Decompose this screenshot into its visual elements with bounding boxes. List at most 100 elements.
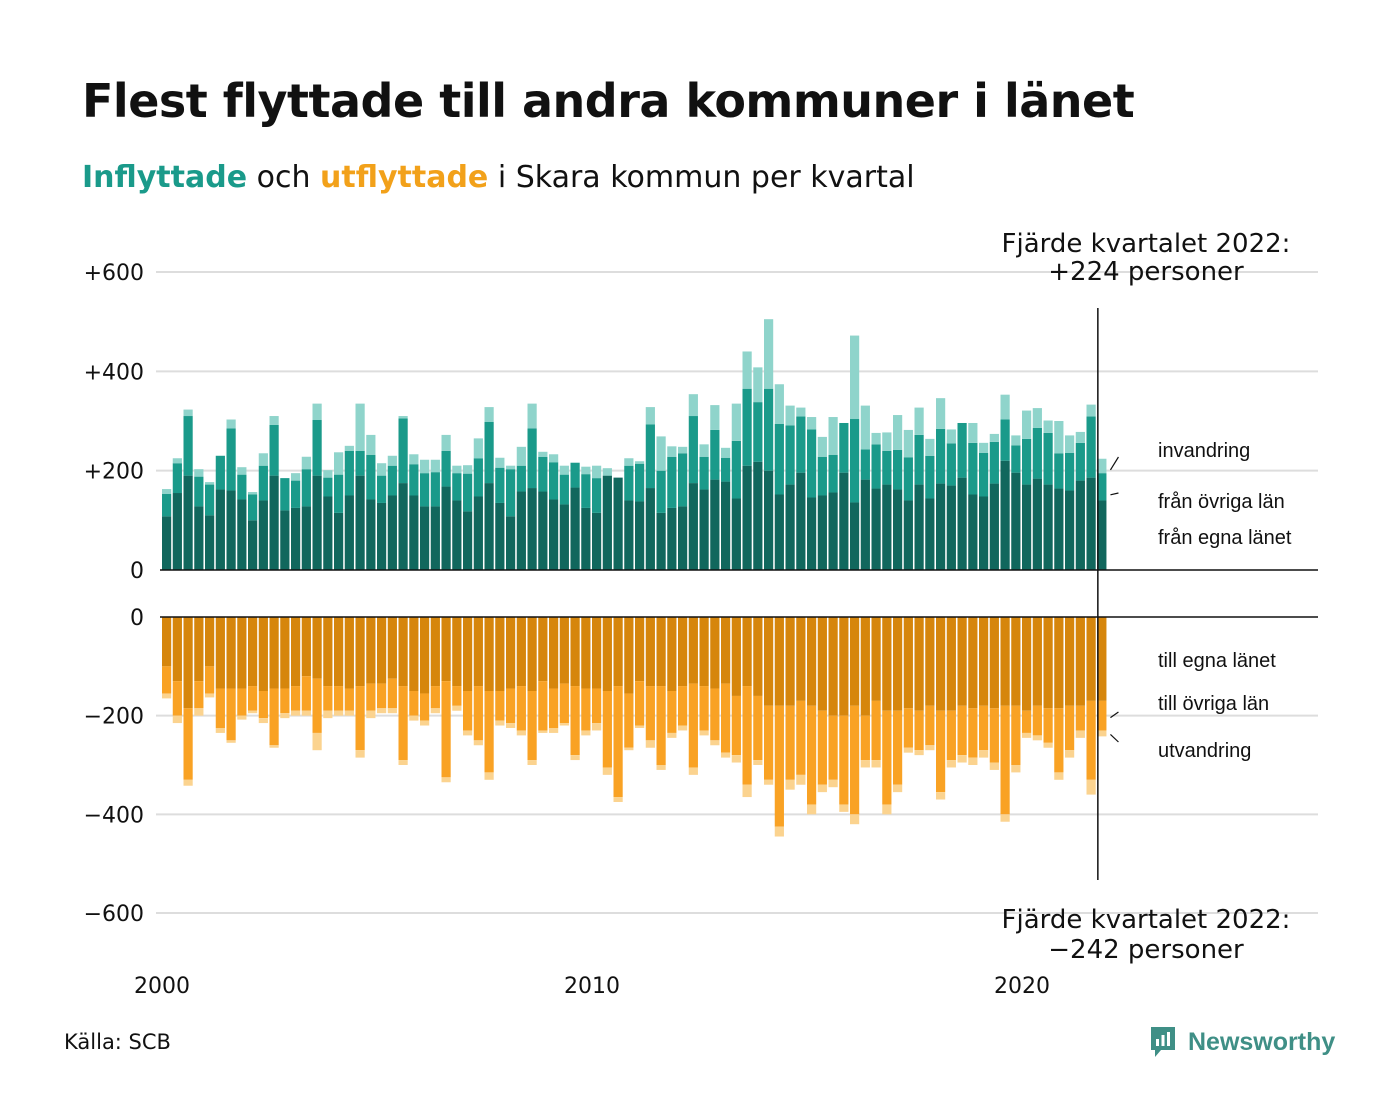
bar-utflyttade-s1-q78 bbox=[1000, 705, 1010, 815]
bar-utflyttade-s2-q85 bbox=[1075, 730, 1085, 738]
bar-utflyttade-s1-q43 bbox=[624, 693, 634, 748]
bar-utflyttade-s1-q37 bbox=[559, 683, 569, 724]
bar-inflyttade-s1-q9 bbox=[258, 465, 268, 501]
bar-utflyttade-s0-q46 bbox=[656, 617, 666, 687]
bar-utflyttade-s2-q26 bbox=[441, 777, 451, 783]
bar-utflyttade-s2-q7 bbox=[237, 715, 247, 720]
bar-utflyttade-s1-q86 bbox=[1086, 700, 1096, 780]
bar-inflyttade-s0-q76 bbox=[979, 496, 989, 570]
bar-inflyttade-s1-q19 bbox=[366, 454, 376, 500]
bar-inflyttade-s2-q43 bbox=[624, 458, 634, 466]
bar-utflyttade-s0-q11 bbox=[280, 617, 290, 689]
bar-utflyttade-s2-q37 bbox=[559, 723, 569, 726]
bar-utflyttade-s0-q41 bbox=[602, 617, 612, 691]
subtitle-rest: i Skara kommun per kvartal bbox=[497, 160, 915, 195]
bar-inflyttade-s0-q46 bbox=[656, 512, 666, 570]
bar-utflyttade-s1-q59 bbox=[796, 700, 806, 775]
bar-utflyttade-s2-q24 bbox=[420, 720, 430, 726]
bar-utflyttade-s2-q40 bbox=[592, 723, 602, 731]
bar-inflyttade-s2-q70 bbox=[914, 407, 924, 435]
bar-inflyttade-s0-q47 bbox=[667, 507, 677, 570]
bar-inflyttade-s1-q23 bbox=[409, 464, 419, 496]
bar-utflyttade-s2-q44 bbox=[635, 725, 645, 728]
bar-utflyttade-s0-q81 bbox=[1032, 617, 1042, 706]
bar-utflyttade-s2-q31 bbox=[495, 720, 505, 726]
bar-inflyttade-s1-q53 bbox=[731, 440, 741, 499]
bar-utflyttade-s2-q76 bbox=[979, 750, 989, 758]
bar-utflyttade-s0-q56 bbox=[764, 617, 774, 706]
bar-utflyttade-s0-q10 bbox=[269, 617, 279, 689]
bar-utflyttade-s0-q12 bbox=[291, 617, 301, 687]
bar-inflyttade-s1-q66 bbox=[871, 444, 881, 489]
bar-inflyttade-s1-q71 bbox=[925, 455, 935, 499]
bar-utflyttade-s2-q14 bbox=[312, 732, 322, 751]
bar-inflyttade-s1-q79 bbox=[1011, 445, 1021, 473]
bar-utflyttade-s1-q52 bbox=[721, 683, 731, 753]
bar-utflyttade-s1-q17 bbox=[344, 688, 354, 711]
bar-utflyttade-s0-q32 bbox=[506, 617, 516, 689]
bar-utflyttade-s1-q42 bbox=[613, 686, 623, 798]
bar-inflyttade-s2-q77 bbox=[989, 433, 999, 442]
bar-inflyttade-s2-q73 bbox=[946, 429, 956, 444]
bar-inflyttade-s0-q69 bbox=[903, 500, 913, 570]
bar-inflyttade-s0-q50 bbox=[699, 489, 709, 570]
bar-utflyttade-s1-q32 bbox=[506, 688, 516, 724]
bar-utflyttade-s2-q55 bbox=[753, 760, 763, 765]
bar-utflyttade-s1-q29 bbox=[473, 686, 483, 741]
bar-utflyttade-s0-q54 bbox=[742, 617, 752, 687]
bar-utflyttade-s0-q40 bbox=[592, 617, 602, 689]
bar-utflyttade-s2-q57 bbox=[774, 826, 784, 837]
bar-utflyttade-s2-q50 bbox=[699, 730, 709, 736]
bar-inflyttade-s2-q80 bbox=[1022, 410, 1032, 439]
bar-utflyttade-s1-q75 bbox=[968, 708, 978, 758]
bar-utflyttade-s0-q85 bbox=[1075, 617, 1085, 706]
series-label-fran-ovriga-lan: från övriga län bbox=[1158, 491, 1285, 513]
bar-inflyttade-s1-q48 bbox=[678, 453, 688, 507]
bar-utflyttade-s1-q84 bbox=[1065, 705, 1075, 751]
bar-utflyttade-s1-q79 bbox=[1011, 705, 1021, 765]
bar-inflyttade-s2-q69 bbox=[903, 429, 913, 458]
bar-inflyttade-s2-q44 bbox=[635, 461, 645, 464]
bar-inflyttade-s0-q60 bbox=[807, 497, 817, 570]
bar-utflyttade-s1-q54 bbox=[742, 686, 752, 785]
bar-inflyttade-s0-q66 bbox=[871, 488, 881, 570]
bar-utflyttade-s2-q81 bbox=[1032, 735, 1042, 741]
bar-utflyttade-s0-q66 bbox=[871, 617, 881, 701]
bar-utflyttade-s1-q56 bbox=[764, 705, 774, 780]
bar-utflyttade-s2-q46 bbox=[656, 765, 666, 770]
bar-inflyttade-s0-q26 bbox=[441, 486, 451, 570]
labels: 0 +200 +400 +600 0 −200 −400 −600 2000 2010 2020 Fj… bbox=[84, 229, 1292, 999]
bar-inflyttade-s0-q52 bbox=[721, 481, 731, 570]
bar-inflyttade-s0-q48 bbox=[678, 506, 688, 570]
bar-utflyttade-s1-q7 bbox=[237, 688, 247, 716]
bar-inflyttade-s0-q80 bbox=[1022, 484, 1032, 570]
bar-inflyttade-s2-q34 bbox=[527, 403, 537, 429]
bar-inflyttade-s0-q11 bbox=[280, 510, 290, 570]
bar-utflyttade-s0-q8 bbox=[248, 617, 258, 687]
bar-utflyttade-s0-q50 bbox=[699, 617, 709, 687]
bar-utflyttade-s1-q6 bbox=[226, 688, 236, 741]
bar-inflyttade-s0-q39 bbox=[581, 507, 591, 570]
bar-inflyttade-s2-q8 bbox=[248, 492, 258, 495]
bar-utflyttade-s2-q27 bbox=[452, 705, 462, 711]
bar-utflyttade-s2-q11 bbox=[280, 713, 290, 719]
bar-utflyttade-s0-q71 bbox=[925, 617, 935, 706]
x-tick-label-2: 2020 bbox=[994, 974, 1050, 999]
bar-utflyttade-s1-q49 bbox=[688, 683, 698, 768]
bar-utflyttade-s0-q60 bbox=[807, 617, 817, 706]
bar-inflyttade-s2-q27 bbox=[452, 465, 462, 474]
bar-utflyttade-s0-q59 bbox=[796, 617, 806, 701]
bar-utflyttade-s1-q47 bbox=[667, 691, 677, 733]
bar-inflyttade-s2-q22 bbox=[398, 416, 408, 419]
bar-utflyttade-s0-q26 bbox=[441, 617, 451, 682]
bar-utflyttade-s1-q39 bbox=[581, 688, 591, 731]
bar-utflyttade-s2-q64 bbox=[850, 814, 860, 825]
bar-inflyttade-s0-q0 bbox=[162, 516, 172, 570]
bar-utflyttade-s1-q46 bbox=[656, 686, 666, 765]
newsworthy-logo-icon bbox=[1151, 1027, 1175, 1057]
bar-utflyttade-s2-q61 bbox=[817, 784, 827, 793]
bar-utflyttade-s1-q3 bbox=[194, 681, 204, 709]
bar-inflyttade-s1-q10 bbox=[269, 424, 279, 476]
bar-inflyttade-s2-q3 bbox=[194, 469, 204, 477]
bar-inflyttade-s2-q82 bbox=[1043, 420, 1053, 433]
